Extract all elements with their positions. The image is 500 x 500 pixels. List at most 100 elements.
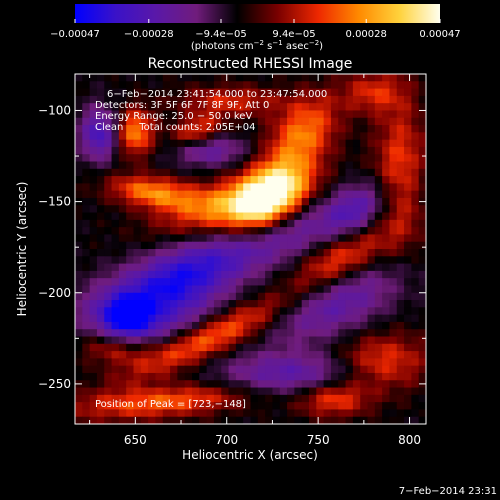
heatmap-cell: [221, 372, 229, 381]
heatmap-cell: [148, 307, 156, 316]
heatmap-cell: [221, 409, 229, 418]
heatmap-cell: [243, 314, 251, 323]
heatmap-cell: [367, 132, 376, 141]
heatmap-cell: [411, 372, 420, 381]
heatmap-cell: [287, 314, 295, 323]
heatmap-cell: [367, 394, 376, 403]
heatmap-cell: [411, 197, 420, 206]
heatmap-cell: [192, 117, 200, 126]
heatmap-cell: [250, 132, 259, 141]
heatmap-cell: [140, 300, 149, 308]
heatmap-cell: [96, 314, 105, 323]
heatmap-cell: [162, 212, 171, 221]
heatmap-cell: [309, 358, 317, 367]
heatmap-cell: [96, 183, 105, 192]
heatmap-cell: [323, 278, 332, 286]
heatmap-cell: [294, 146, 303, 155]
heatmap-cell: [309, 125, 317, 133]
heatmap-cell: [287, 103, 295, 111]
heatmap-cell: [82, 132, 91, 141]
heatmap-cell: [360, 183, 368, 192]
heatmap-cell: [133, 249, 142, 257]
heatmap-cell: [118, 103, 127, 111]
heatmap-cell: [148, 365, 156, 374]
heatmap-cell: [257, 168, 266, 177]
heatmap-cell: [396, 314, 405, 323]
heatmap-cell: [89, 387, 98, 396]
heatmap-cell: [206, 358, 215, 367]
heatmap-cell: [287, 402, 295, 410]
heatmap-cell: [338, 212, 346, 221]
heatmap-cell: [213, 307, 222, 316]
heatmap-cell: [96, 81, 105, 89]
heatmap-cell: [118, 190, 127, 199]
heatmap-cell: [96, 212, 105, 221]
heatmap-cell: [118, 387, 127, 396]
heatmap-cell: [367, 365, 376, 374]
heatmap-cell: [170, 74, 178, 82]
heatmap-cell: [309, 292, 317, 301]
heatmap-cell: [323, 329, 332, 337]
heatmap-cell: [104, 110, 112, 119]
heatmap-cell: [404, 300, 412, 308]
heatmap-cell: [330, 409, 339, 418]
heatmap-cell: [287, 358, 295, 367]
heatmap-cell: [316, 387, 325, 396]
heatmap-cell: [126, 351, 134, 359]
heatmap-cell: [155, 81, 164, 89]
heatmap-cell: [294, 285, 303, 294]
heatmap-cell: [316, 270, 325, 279]
heatmap-cell: [133, 132, 142, 141]
heatmap-cell: [411, 292, 420, 301]
heatmap-cell: [382, 416, 390, 424]
heatmap-cell: [389, 314, 398, 323]
heatmap-cell: [235, 146, 244, 155]
heatmap-cell: [323, 256, 332, 264]
heatmap-cell: [396, 212, 405, 221]
heatmap-cell: [382, 329, 390, 337]
heatmap-cell: [309, 168, 317, 177]
heatmap-cell: [279, 81, 288, 89]
heatmap-cell: [140, 256, 149, 264]
heatmap-cell: [272, 387, 281, 396]
heatmap-cell: [294, 270, 303, 279]
heatmap-cell: [162, 329, 171, 337]
heatmap-cell: [323, 409, 332, 418]
heatmap-cell: [192, 168, 200, 177]
heatmap-cell: [382, 125, 390, 133]
heatmap-cell: [272, 249, 281, 257]
heatmap-cell: [265, 161, 273, 170]
heatmap-cell: [243, 168, 251, 177]
heatmap-cell: [396, 190, 405, 199]
heatmap-cell: [104, 212, 112, 221]
heatmap-cell: [82, 256, 91, 264]
heatmap-cell: [316, 263, 325, 272]
heatmap-cell: [367, 88, 376, 97]
heatmap-cell: [389, 329, 398, 337]
heatmap-cell: [330, 329, 339, 337]
heatmap-cell: [243, 234, 251, 243]
heatmap-cell: [418, 74, 426, 82]
heatmap-cell: [155, 74, 164, 82]
heatmap-cell: [279, 146, 288, 155]
heatmap-cell: [221, 292, 229, 301]
heatmap-cell: [323, 132, 332, 141]
heatmap-cell: [89, 183, 98, 192]
heatmap-cell: [82, 343, 91, 352]
heatmap-cell: [133, 321, 142, 330]
heatmap-cell: [184, 81, 193, 89]
heatmap-cell: [294, 103, 303, 111]
heatmap-cell: [126, 270, 134, 279]
heatmap-cell: [184, 241, 193, 250]
heatmap-cell: [126, 197, 134, 206]
heatmap-cell: [323, 103, 332, 111]
heatmap-cell: [148, 146, 156, 155]
heatmap-cell: [199, 146, 208, 155]
heatmap-cell: [206, 409, 215, 418]
heatmap-cell: [257, 95, 266, 104]
heatmap-cell: [243, 183, 251, 192]
heatmap-cell: [418, 351, 426, 359]
heatmap-cell: [75, 88, 83, 97]
heatmap-cell: [279, 197, 288, 206]
heatmap-cell: [206, 212, 215, 221]
